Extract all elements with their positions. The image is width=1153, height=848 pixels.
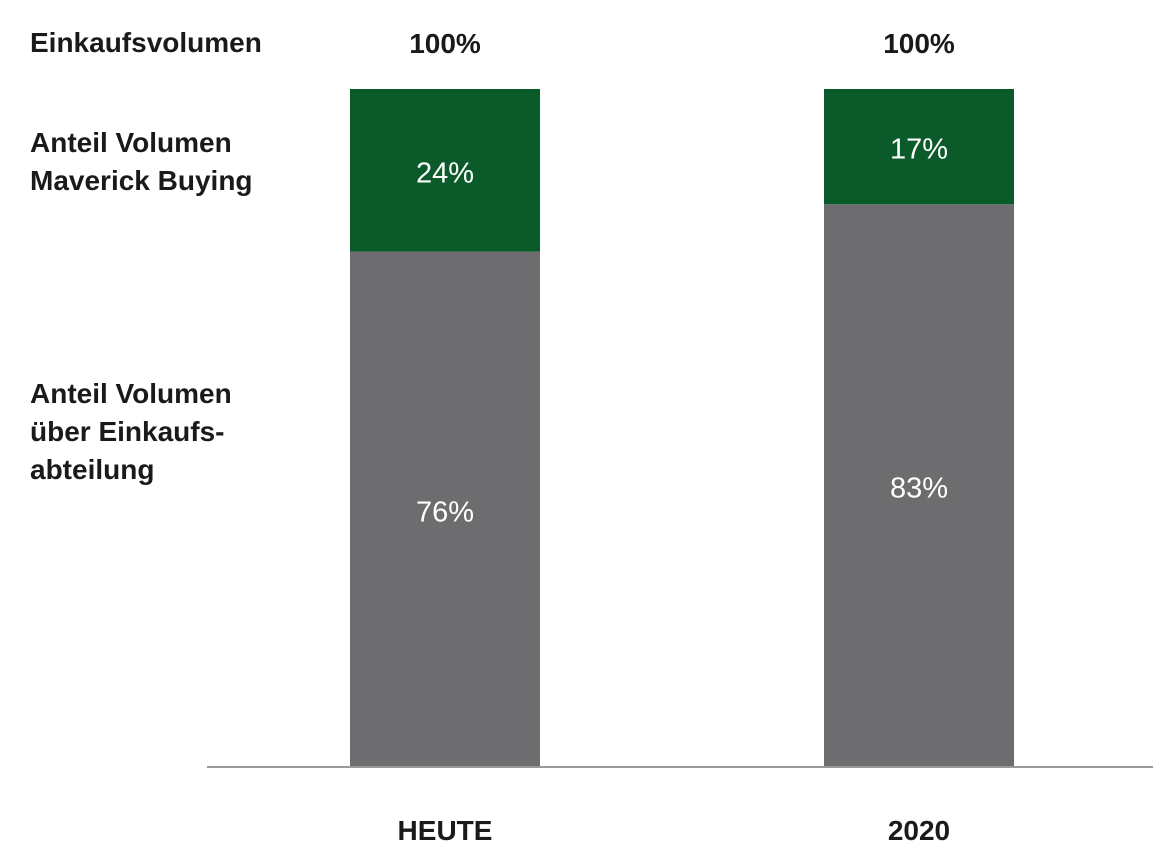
- bar-segment-purchasing-0: [350, 251, 540, 768]
- bar-segment-maverick-0: [350, 89, 540, 252]
- row-label-total: Einkaufsvolumen: [30, 27, 262, 58]
- total-label-0: 100%: [409, 28, 481, 59]
- category-label-1: 2020: [888, 815, 950, 846]
- data-label-purchasing-1: 83%: [890, 473, 948, 505]
- category-label-0: HEUTE: [398, 815, 493, 846]
- row-label-purchasing: Anteil Volumen über Einkaufs- abteilung: [30, 378, 232, 485]
- data-label-maverick-0: 24%: [416, 157, 474, 189]
- total-label-1: 100%: [883, 28, 955, 59]
- bar-segment-maverick-1: [824, 89, 1014, 205]
- data-label-purchasing-0: 76%: [416, 496, 474, 528]
- bar-segment-purchasing-1: [824, 204, 1014, 767]
- row-label-maverick: Anteil Volumen Maverick Buying: [30, 127, 253, 196]
- data-label-maverick-1: 17%: [890, 134, 948, 166]
